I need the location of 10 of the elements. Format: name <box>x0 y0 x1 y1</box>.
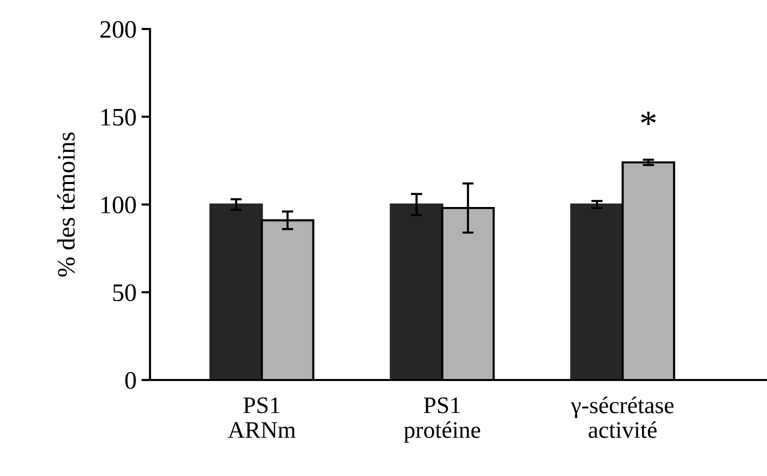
x-tick-label: γ-sécrétase activité <box>570 396 674 438</box>
y-tick-label: 100 <box>102 196 136 214</box>
y-tick-label: 50 <box>113 284 136 302</box>
x-tick-label: PS1 ARNm <box>228 397 296 438</box>
y-tick-label: 0 <box>125 372 136 389</box>
x-tick-label: PS1 protéine <box>404 397 480 443</box>
y-tick-label: 150 <box>102 108 136 126</box>
y-tick-label: 200 <box>100 21 136 38</box>
annotation: * <box>641 112 656 125</box>
y-axis-title: % des témoins <box>57 132 75 277</box>
